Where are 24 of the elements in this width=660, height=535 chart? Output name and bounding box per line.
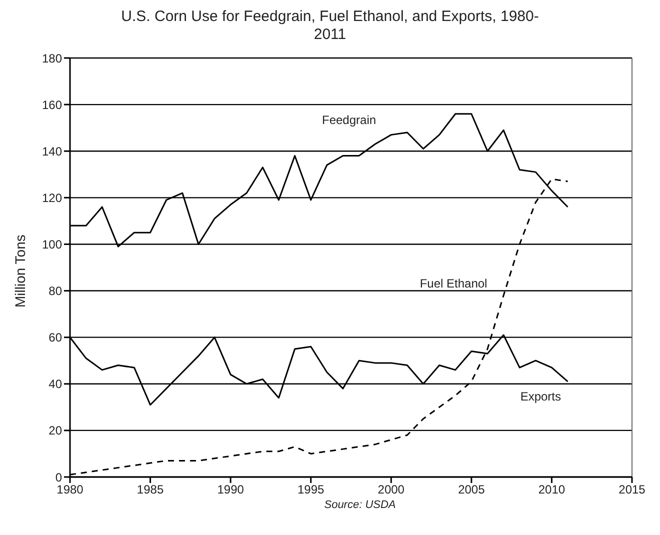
x-tick-label: 2015 bbox=[618, 482, 646, 497]
y-tick-label: 140 bbox=[42, 144, 62, 158]
y-axis-title: Million Tons bbox=[12, 234, 28, 308]
x-tick-label: 1990 bbox=[217, 482, 244, 497]
series-label: Exports bbox=[520, 390, 561, 404]
y-tick-label: 20 bbox=[48, 424, 62, 438]
x-tick-label: 2010 bbox=[538, 482, 566, 497]
y-tick-label: 0 bbox=[55, 470, 62, 484]
x-tick-label: 2000 bbox=[378, 482, 405, 497]
y-tick-label: 60 bbox=[48, 330, 62, 345]
chart-title: U.S. Corn Use for Feedgrain, Fuel Ethanol, and Exports, 1980-2011 bbox=[120, 8, 540, 44]
x-tick-label: 1980 bbox=[56, 482, 84, 497]
y-tick-label: 180 bbox=[42, 51, 62, 66]
series-label: Feedgrain bbox=[322, 112, 376, 127]
y-tick-label: 80 bbox=[48, 284, 62, 298]
y-tick-label: 40 bbox=[48, 377, 62, 392]
y-tick-label: 160 bbox=[42, 98, 62, 112]
y-tick-label: 100 bbox=[42, 237, 62, 252]
x-tick-label: 1985 bbox=[136, 482, 164, 497]
source-note: Source: USDA bbox=[323, 499, 397, 511]
series-label: Fuel Ethanol bbox=[420, 276, 488, 290]
x-tick-label: 1995 bbox=[298, 482, 325, 497]
y-tick-label: 120 bbox=[42, 190, 62, 205]
x-tick-label: 2005 bbox=[458, 482, 486, 497]
